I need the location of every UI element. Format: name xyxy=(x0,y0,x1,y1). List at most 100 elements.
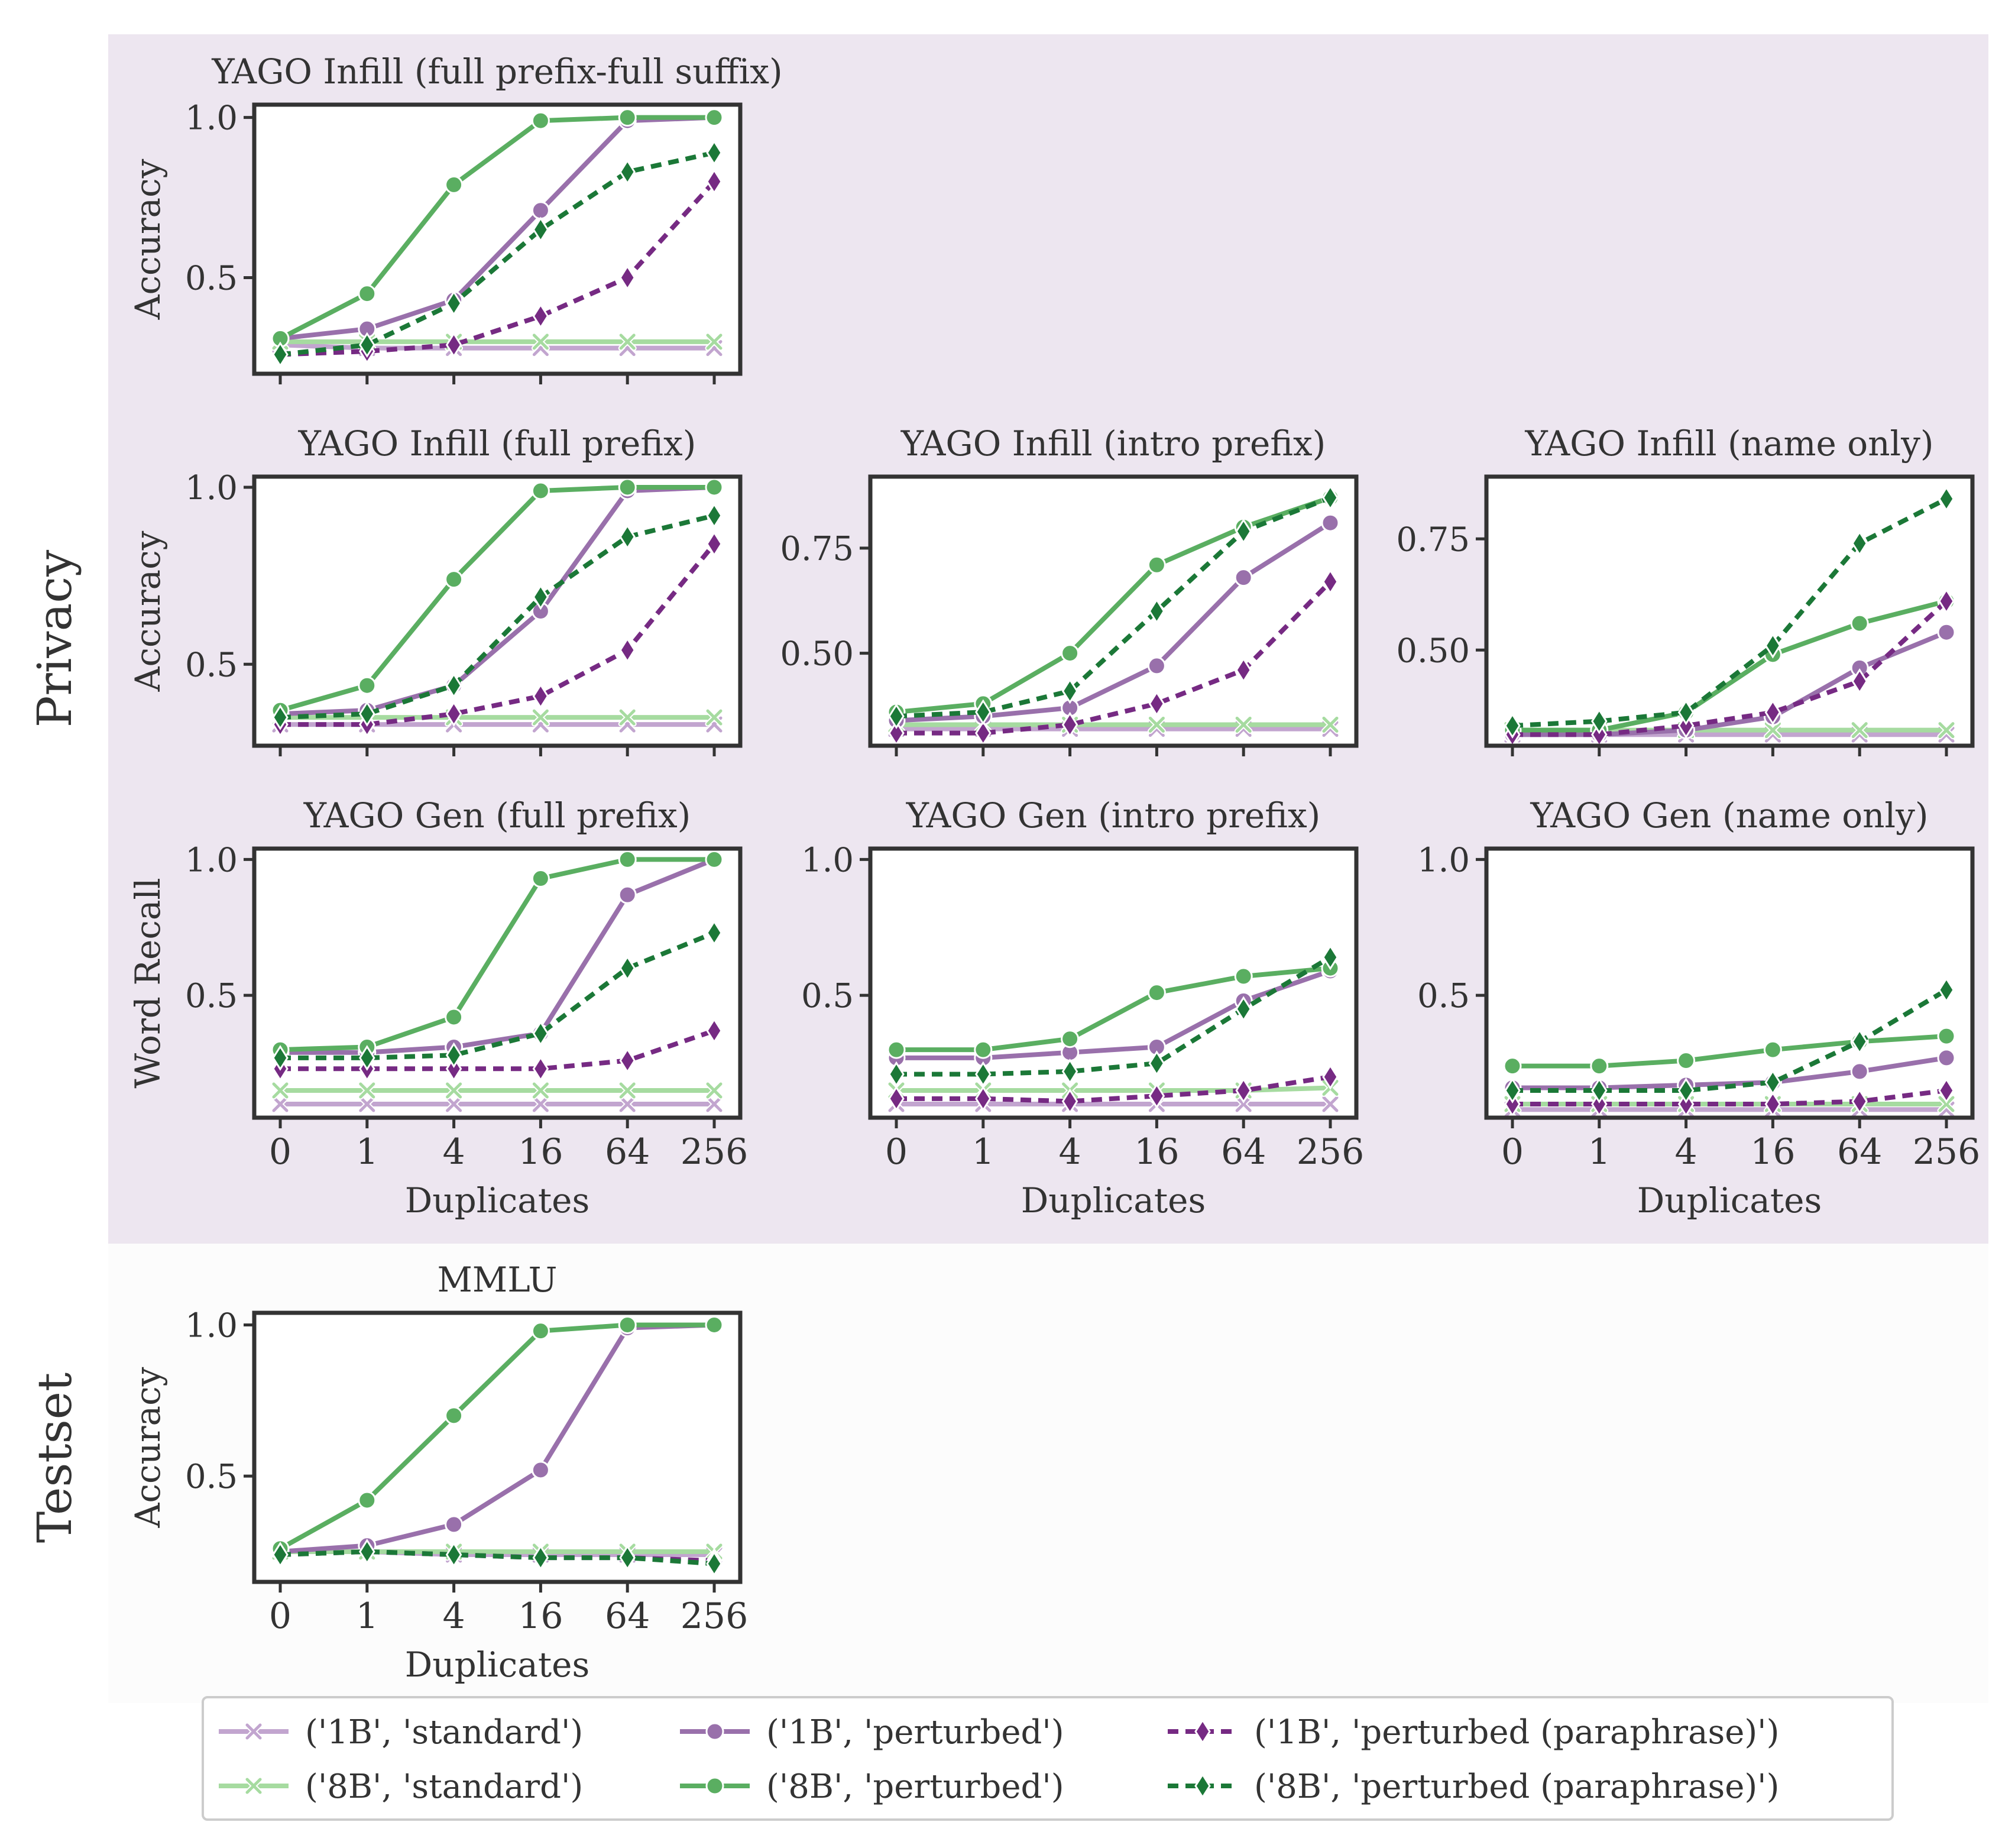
data-point xyxy=(359,701,375,727)
data-point xyxy=(445,701,462,727)
data-point xyxy=(272,341,289,368)
series-line xyxy=(280,1322,715,1554)
data-point xyxy=(445,1542,462,1568)
data-point xyxy=(359,1045,375,1071)
data-point xyxy=(1764,699,1781,726)
series-line xyxy=(896,495,1332,719)
data-point xyxy=(705,1095,724,1114)
series-1b-perturbed-paraphrase xyxy=(888,1064,1339,1115)
series-8b-perturbed-paraphrase xyxy=(888,484,1339,730)
data-point xyxy=(705,332,724,351)
series-8b-perturbed-paraphrase xyxy=(1504,486,1955,739)
data-point xyxy=(618,1315,637,1334)
data-point xyxy=(445,570,464,589)
chart-panel: 0.5 1.0 YAGO Infill (full prefix) Accuracy xyxy=(128,423,743,756)
data-point xyxy=(1234,568,1253,587)
data-point xyxy=(1677,713,1695,739)
y-tick-label: 1.0 xyxy=(185,841,238,879)
series-8b-standard xyxy=(271,332,724,351)
data-point xyxy=(531,1095,550,1114)
data-point xyxy=(1677,1091,1695,1117)
data-point xyxy=(531,1081,550,1100)
data-point xyxy=(619,1047,636,1074)
data-point xyxy=(1677,1077,1695,1103)
y-axis-label: Accuracy xyxy=(128,1367,168,1528)
y-tick-label: 0.75 xyxy=(780,530,854,568)
data-point xyxy=(618,478,637,497)
y-tick-label: 0.5 xyxy=(185,646,238,684)
data-point xyxy=(888,703,905,730)
data-point xyxy=(445,1008,464,1027)
data-point xyxy=(1504,1077,1521,1103)
y-tick-label: 0.50 xyxy=(1396,632,1470,670)
data-point xyxy=(974,1040,993,1059)
panel-title: YAGO Infill (name only) xyxy=(1524,423,1933,464)
x-tick-label: 256 xyxy=(1913,1131,1981,1173)
axes-frame xyxy=(252,474,743,748)
y-tick-label: 1.0 xyxy=(185,469,238,507)
data-point xyxy=(445,1042,462,1069)
data-point xyxy=(1061,1088,1078,1115)
data-point xyxy=(532,1056,549,1082)
data-point xyxy=(1061,1059,1078,1085)
x-axis-label: Duplicates xyxy=(405,1180,590,1221)
chart-panel: 0.50 0.75 YAGO Infill (name only) xyxy=(1396,423,1975,756)
data-point xyxy=(531,1322,550,1341)
plot-area xyxy=(1486,849,1972,1118)
panel-title: YAGO Gen (name only) xyxy=(1530,795,1929,836)
data-point xyxy=(1147,656,1166,675)
data-point xyxy=(271,1081,290,1100)
series-line xyxy=(280,1028,715,1072)
data-point xyxy=(975,1061,992,1088)
data-point xyxy=(618,708,637,727)
series-line xyxy=(280,150,715,357)
data-point xyxy=(531,332,550,351)
data-point xyxy=(619,158,636,185)
legend-frame xyxy=(202,1696,1894,1821)
data-point xyxy=(618,1095,637,1114)
plot-area xyxy=(1486,477,1972,746)
y-axis-label: Accuracy xyxy=(128,158,168,320)
data-point xyxy=(705,108,724,127)
legend-label: ('8B', 'perturbed (paraphrase)') xyxy=(1254,1768,1779,1806)
y-tick-label: 0.5 xyxy=(185,1458,238,1496)
series-line xyxy=(280,484,715,717)
data-point xyxy=(706,503,723,529)
data-point xyxy=(618,108,637,127)
series-line xyxy=(896,495,1332,715)
series-8b-perturbed xyxy=(271,108,724,348)
x-tick-label: 16 xyxy=(1750,1131,1795,1173)
series-line xyxy=(280,930,715,1060)
data-point xyxy=(1503,1057,1522,1076)
data-point xyxy=(1061,711,1078,738)
data-point xyxy=(445,332,462,358)
data-point xyxy=(1235,1077,1252,1103)
data-point xyxy=(1148,1083,1165,1109)
data-point xyxy=(619,523,636,550)
data-point xyxy=(705,850,724,869)
data-point xyxy=(358,1081,377,1100)
data-point xyxy=(887,1040,906,1059)
series-8b-perturbed-paraphrase xyxy=(1504,977,1955,1103)
data-point xyxy=(359,332,375,358)
series-line xyxy=(280,513,715,720)
plot-area xyxy=(254,1313,740,1582)
data-point xyxy=(531,869,550,888)
x-tick-label: 16 xyxy=(1134,1131,1179,1173)
data-point xyxy=(445,1056,462,1082)
y-tick-label: 0.5 xyxy=(801,977,854,1015)
series-line xyxy=(1512,1034,1947,1069)
series-1b-perturbed-paraphrase xyxy=(1504,588,1955,748)
data-point xyxy=(1937,1027,1956,1046)
data-point xyxy=(1061,1030,1080,1048)
data-point xyxy=(358,676,377,695)
data-point xyxy=(532,303,549,329)
x-axis-label: Duplicates xyxy=(1637,1180,1822,1221)
data-point xyxy=(1938,977,1955,1003)
data-point xyxy=(1321,720,1340,739)
data-point xyxy=(1937,721,1956,740)
data-point xyxy=(531,1461,550,1480)
x-tick-label: 64 xyxy=(1221,1131,1266,1173)
data-point xyxy=(359,1539,375,1565)
series-line xyxy=(896,520,1332,723)
